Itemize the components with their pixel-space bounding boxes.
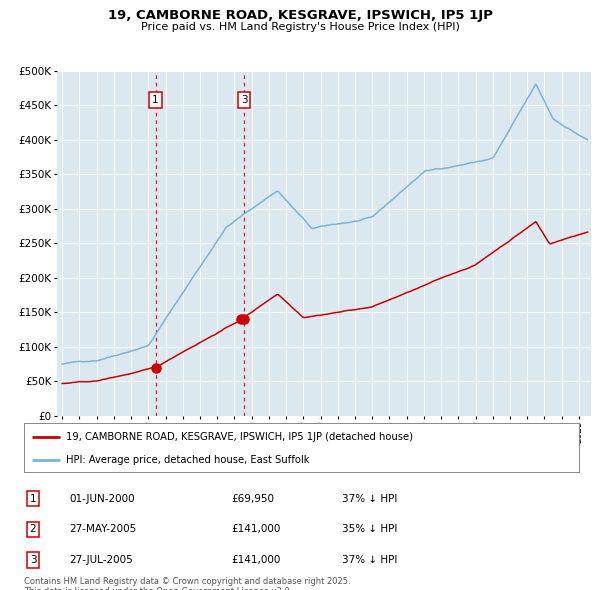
Text: Price paid vs. HM Land Registry's House Price Index (HPI): Price paid vs. HM Land Registry's House … xyxy=(140,22,460,32)
Text: 1: 1 xyxy=(29,494,37,503)
Text: £141,000: £141,000 xyxy=(231,555,280,565)
Text: 37% ↓ HPI: 37% ↓ HPI xyxy=(342,555,397,565)
Text: 35% ↓ HPI: 35% ↓ HPI xyxy=(342,525,397,534)
Text: HPI: Average price, detached house, East Suffolk: HPI: Average price, detached house, East… xyxy=(65,455,309,465)
Text: Contains HM Land Registry data © Crown copyright and database right 2025.
This d: Contains HM Land Registry data © Crown c… xyxy=(24,577,350,590)
Text: 37% ↓ HPI: 37% ↓ HPI xyxy=(342,494,397,503)
Text: 2: 2 xyxy=(29,525,37,534)
Text: 3: 3 xyxy=(29,555,37,565)
Text: £141,000: £141,000 xyxy=(231,525,280,534)
Text: £69,950: £69,950 xyxy=(231,494,274,503)
Text: 1: 1 xyxy=(152,95,159,105)
Text: 27-MAY-2005: 27-MAY-2005 xyxy=(69,525,136,534)
Text: 3: 3 xyxy=(241,95,248,105)
Text: 19, CAMBORNE ROAD, KESGRAVE, IPSWICH, IP5 1JP: 19, CAMBORNE ROAD, KESGRAVE, IPSWICH, IP… xyxy=(107,9,493,22)
Text: 27-JUL-2005: 27-JUL-2005 xyxy=(69,555,133,565)
Text: 19, CAMBORNE ROAD, KESGRAVE, IPSWICH, IP5 1JP (detached house): 19, CAMBORNE ROAD, KESGRAVE, IPSWICH, IP… xyxy=(65,432,413,442)
Text: 01-JUN-2000: 01-JUN-2000 xyxy=(69,494,134,503)
